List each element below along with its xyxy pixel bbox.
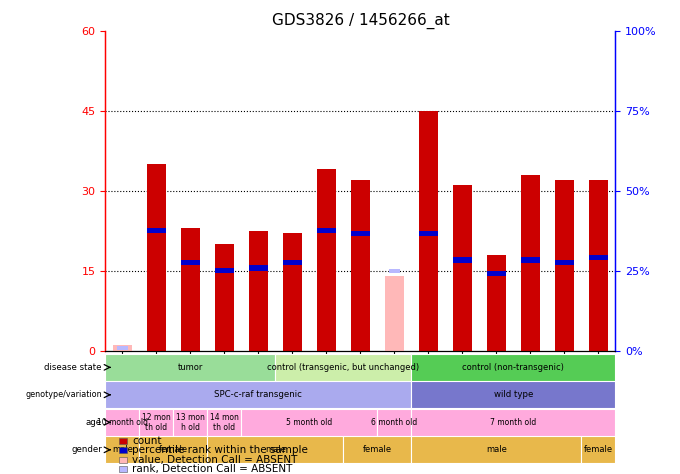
Bar (215, 244, 234, 351)
Bar (555, 180, 574, 351)
Bar (105, 354, 275, 381)
Text: disease state: disease state (44, 363, 102, 372)
Text: female: female (584, 446, 613, 454)
Text: genotype/variation: genotype/variation (25, 391, 102, 399)
Bar (589, 255, 608, 260)
Bar (181, 228, 200, 351)
Bar (581, 437, 615, 463)
Text: rank, Detection Call = ABSENT: rank, Detection Call = ABSENT (132, 464, 292, 474)
Bar (419, 111, 438, 351)
Bar (275, 354, 411, 381)
Text: male: male (265, 446, 286, 454)
Bar (117, 346, 128, 350)
Text: 13 mon
h old: 13 mon h old (176, 413, 205, 432)
Bar (105, 437, 139, 463)
Bar (419, 231, 438, 236)
Bar (249, 231, 268, 351)
Bar (317, 170, 336, 351)
Bar (555, 260, 574, 265)
Text: count: count (132, 436, 161, 446)
Bar (411, 354, 615, 381)
Bar (343, 437, 411, 463)
Bar (215, 268, 234, 273)
Text: female: female (363, 446, 392, 454)
Bar (487, 255, 506, 351)
Bar (521, 257, 540, 263)
Text: control (transgenic, but unchanged): control (transgenic, but unchanged) (267, 363, 420, 372)
Text: male: male (112, 446, 133, 454)
Text: 6 month old: 6 month old (371, 418, 418, 427)
Bar (241, 409, 377, 436)
Bar (283, 234, 302, 351)
Bar (385, 276, 404, 351)
Text: tumor: tumor (177, 363, 203, 372)
Text: value, Detection Call = ABSENT: value, Detection Call = ABSENT (132, 455, 297, 465)
Bar (207, 437, 343, 463)
Bar (207, 409, 241, 436)
Bar (589, 180, 608, 351)
Bar (411, 437, 581, 463)
Bar (147, 164, 166, 351)
Bar (377, 409, 411, 436)
Bar (453, 185, 472, 351)
Text: 10 month old: 10 month old (97, 418, 148, 427)
Bar (113, 346, 132, 351)
Text: 5 month old: 5 month old (286, 418, 333, 427)
Bar (173, 409, 207, 436)
Bar (389, 269, 400, 273)
Text: percentile rank within the sample: percentile rank within the sample (132, 445, 308, 456)
Bar (139, 437, 207, 463)
Text: 12 mon
th old: 12 mon th old (142, 413, 171, 432)
Bar (105, 351, 615, 415)
Text: age: age (86, 418, 102, 427)
Text: wild type: wild type (494, 391, 533, 399)
Bar (283, 260, 302, 265)
Bar (351, 180, 370, 351)
Bar (147, 228, 166, 234)
Text: female: female (159, 446, 188, 454)
Bar (487, 271, 506, 276)
Bar (105, 382, 411, 408)
Bar (411, 409, 615, 436)
Bar (351, 231, 370, 236)
Bar (521, 175, 540, 351)
Text: SPC-c-raf transgenic: SPC-c-raf transgenic (214, 391, 303, 399)
Bar (317, 228, 336, 234)
Bar (453, 257, 472, 263)
Bar (181, 260, 200, 265)
Bar (411, 382, 615, 408)
Text: control (non-transgenic): control (non-transgenic) (462, 363, 564, 372)
Bar (105, 409, 139, 436)
Title: GDS3826 / 1456266_at: GDS3826 / 1456266_at (271, 13, 449, 29)
Text: gender: gender (71, 446, 102, 454)
Bar (249, 265, 268, 271)
Text: male: male (486, 446, 507, 454)
Bar (139, 409, 173, 436)
Text: 14 mon
th old: 14 mon th old (210, 413, 239, 432)
Text: 7 month old: 7 month old (490, 418, 537, 427)
